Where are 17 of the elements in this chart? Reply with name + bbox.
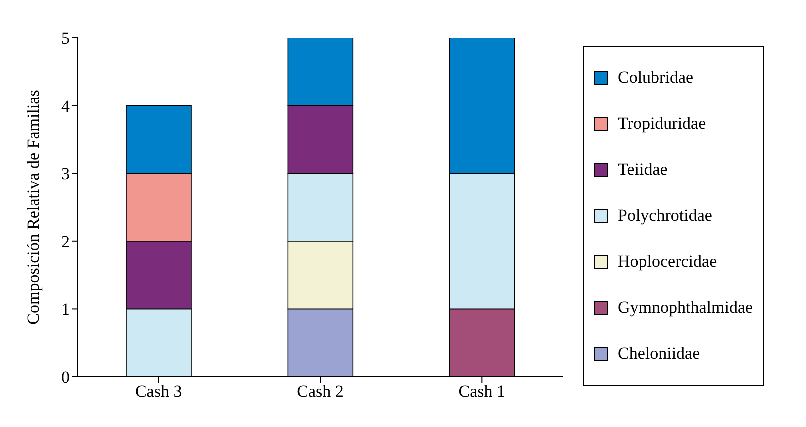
legend-label: Teiidae (618, 160, 668, 180)
legend-label: Polychrotidae (618, 206, 712, 226)
legend-label: Hoplocercidae (618, 252, 718, 272)
y-tick-label: 2 (62, 232, 70, 252)
x-tick-label: Cash 1 (458, 382, 506, 402)
legend-label: Gymnophthalmidae (618, 298, 754, 318)
y-tick-label: 0 (62, 368, 70, 388)
legend-label: Colubridae (618, 68, 694, 88)
y-tick-label: 3 (62, 164, 70, 184)
y-tick-label: 4 (62, 96, 70, 116)
legend-label: Cheloniidae (618, 344, 700, 364)
x-tick-label: Cash 3 (135, 382, 182, 402)
y-tick-label: 1 (62, 300, 70, 320)
y-axis-title: Composición Relativa de Familias (24, 90, 44, 325)
x-tick-label: Cash 2 (297, 382, 344, 402)
y-tick-label: 5 (62, 29, 70, 48)
legend-label: Tropiduridae (618, 114, 706, 134)
